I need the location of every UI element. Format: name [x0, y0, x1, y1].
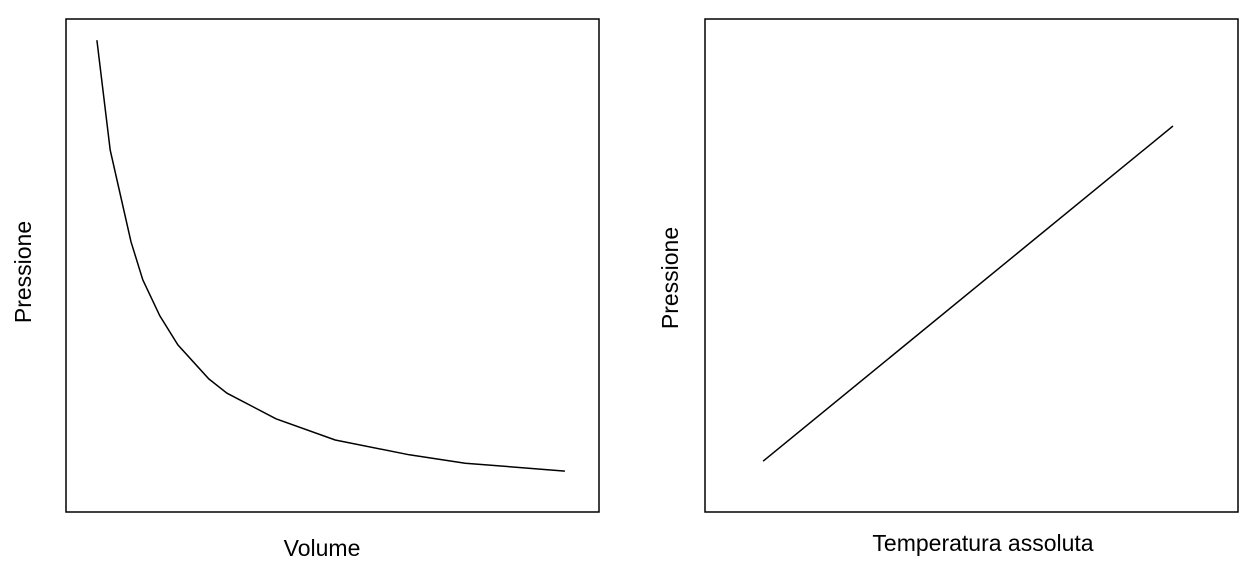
x-axis-label: Volume [284, 535, 361, 561]
y-axis-label: Pressione [10, 221, 36, 323]
x-axis-label: Temperatura assoluta [872, 530, 1093, 556]
plot-frame [65, 18, 600, 513]
curve [762, 125, 1174, 462]
plot-frame [704, 18, 1239, 513]
y-axis-label: Pressione [657, 227, 683, 329]
curve [96, 40, 565, 472]
